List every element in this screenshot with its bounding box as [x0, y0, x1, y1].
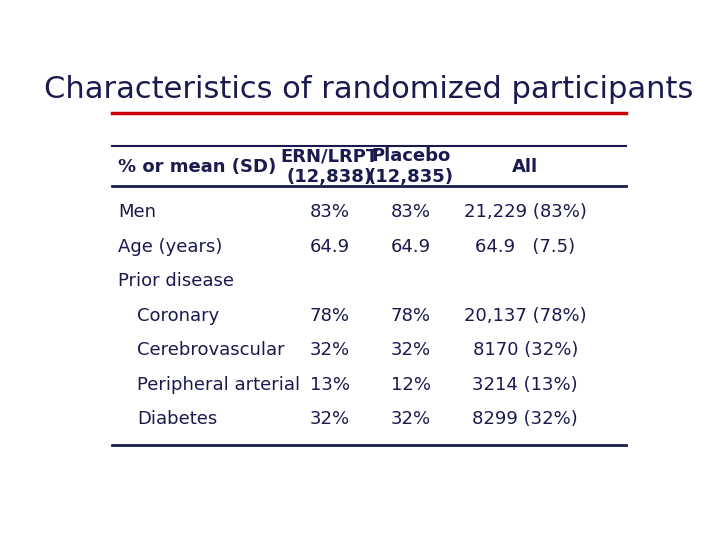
Text: Prior disease: Prior disease — [118, 273, 234, 291]
Text: 78%: 78% — [391, 307, 431, 325]
Text: 83%: 83% — [391, 204, 431, 221]
Text: Peripheral arterial: Peripheral arterial — [138, 376, 300, 394]
Text: 21,229 (83%): 21,229 (83%) — [464, 204, 587, 221]
Text: ERN/LRPT
(12,838): ERN/LRPT (12,838) — [281, 147, 379, 186]
Text: 13%: 13% — [310, 376, 350, 394]
Text: 12%: 12% — [391, 376, 431, 394]
Text: Diabetes: Diabetes — [138, 410, 217, 428]
Text: Coronary: Coronary — [138, 307, 220, 325]
Text: 64.9   (7.5): 64.9 (7.5) — [475, 238, 575, 256]
Text: Characteristics of randomized participants: Characteristics of randomized participan… — [45, 75, 693, 104]
Text: 78%: 78% — [310, 307, 350, 325]
Text: 32%: 32% — [391, 410, 431, 428]
Text: % or mean (SD): % or mean (SD) — [118, 158, 276, 176]
Text: 64.9: 64.9 — [310, 238, 350, 256]
Text: Men: Men — [118, 204, 156, 221]
Text: All: All — [512, 158, 539, 176]
Text: 64.9: 64.9 — [391, 238, 431, 256]
Text: Cerebrovascular: Cerebrovascular — [138, 341, 285, 360]
Text: 32%: 32% — [391, 341, 431, 360]
Text: 32%: 32% — [310, 410, 350, 428]
Text: 32%: 32% — [310, 341, 350, 360]
Text: 3214 (13%): 3214 (13%) — [472, 376, 578, 394]
Text: 20,137 (78%): 20,137 (78%) — [464, 307, 587, 325]
Text: 8170 (32%): 8170 (32%) — [472, 341, 578, 360]
Text: 83%: 83% — [310, 204, 350, 221]
Text: Placebo
(12,835): Placebo (12,835) — [368, 147, 454, 186]
Text: Age (years): Age (years) — [118, 238, 222, 256]
Text: 8299 (32%): 8299 (32%) — [472, 410, 578, 428]
